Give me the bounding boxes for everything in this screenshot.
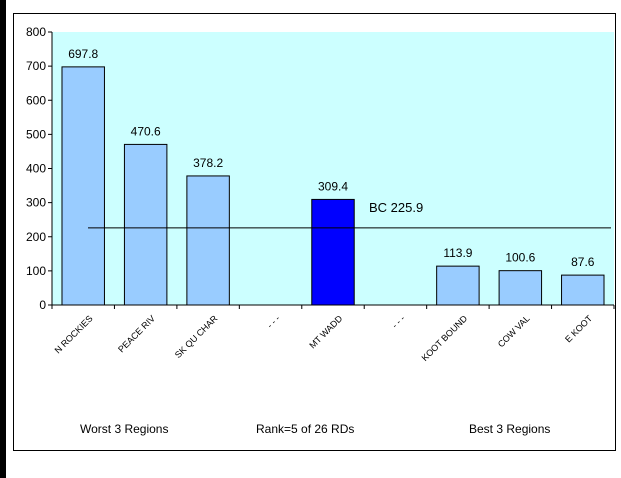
- y-tick-label: 700: [26, 59, 46, 73]
- x-category-label: E KOOT: [563, 313, 594, 344]
- bar-value-label: 378.2: [193, 156, 223, 170]
- y-tick-label: 300: [26, 196, 46, 210]
- x-category-label: - - -: [390, 313, 407, 330]
- x-category-label: SK QU CHAR: [173, 313, 220, 360]
- bar-value-label: 470.6: [131, 124, 161, 138]
- x-category-label: MT WADD: [307, 313, 344, 350]
- bar-value-label: 100.6: [505, 251, 535, 265]
- bar: [561, 274, 605, 306]
- x-category-label: - - -: [265, 313, 282, 330]
- bar-value-label: 87.6: [571, 255, 595, 269]
- reference-line-label: BC 225.9: [369, 200, 423, 215]
- footer-worst-label: Worst 3 Regions: [80, 422, 169, 436]
- left-edge-bar: [0, 0, 6, 478]
- y-tick-label: 200: [26, 230, 46, 244]
- y-tick-label: 800: [26, 25, 46, 39]
- footer-best-label: Best 3 Regions: [469, 422, 551, 436]
- bar: [123, 143, 168, 306]
- footer-rank-label: Rank=5 of 26 RDs: [256, 422, 355, 436]
- bar-value-label: 697.8: [68, 47, 98, 61]
- bar: [61, 66, 105, 306]
- bar: [186, 175, 230, 306]
- x-category-label: KOOT BOUND: [420, 313, 470, 363]
- y-tick-label: 0: [39, 298, 46, 312]
- x-category-label: COW VAL: [496, 313, 532, 349]
- x-category-label: N ROCKIES: [53, 313, 95, 355]
- bar: [311, 198, 355, 306]
- y-tick-label: 600: [26, 93, 46, 107]
- bar: [436, 265, 480, 306]
- y-tick-label: 400: [26, 162, 46, 176]
- y-tick-label: 500: [26, 127, 46, 141]
- plot-area: 0 100 200 300 400 500 600 700 800 697.8 N ROCKIES 4…: [26, 25, 615, 363]
- y-tick-label: 100: [26, 264, 46, 278]
- bar-value-label: 309.4: [318, 179, 348, 193]
- bar-value-label: 113.9: [443, 246, 472, 260]
- bar: [498, 270, 543, 306]
- x-category-label: PEACE RIV: [116, 313, 157, 354]
